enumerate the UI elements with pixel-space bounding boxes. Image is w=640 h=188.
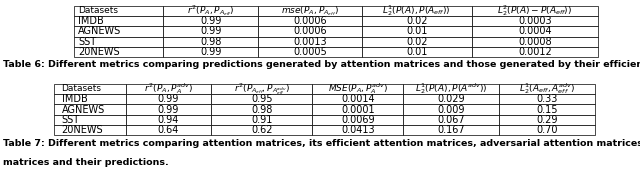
- Text: matrices and their predictions.: matrices and their predictions.: [3, 158, 169, 167]
- Text: Table 6: Different metrics comparing predictions generated by attention matrices: Table 6: Different metrics comparing pre…: [3, 60, 640, 69]
- Text: Table 7: Different metrics comparing attention matrices, its efficient attention: Table 7: Different metrics comparing att…: [3, 139, 640, 148]
